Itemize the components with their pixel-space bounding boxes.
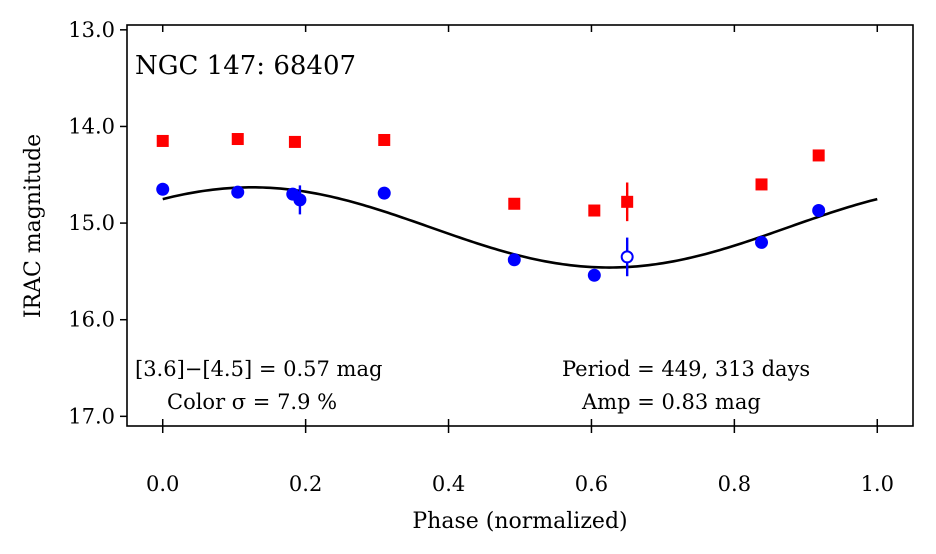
data-point-square [621,195,634,208]
points-layer [156,133,826,282]
x-tick-label: 0.8 [718,472,751,496]
data-point-square [156,134,169,147]
data-point-circle [156,182,170,196]
data-point-circle [812,204,826,218]
data-point-circle [507,253,521,267]
data-point-square [508,197,521,210]
data-point-open-circle [620,250,634,264]
data-point-circle [231,185,245,199]
ticks-layer: 0.0 0.2 0.4 0.6 0.8 1.0 13.0 14.0 15.0 16.0 17.0 [68,18,894,496]
x-tick-label: 0.2 [289,472,322,496]
data-point-square [812,149,825,162]
data-point-square [378,133,391,146]
y-tick-label: 14.0 [68,114,115,138]
data-point-square [755,178,768,191]
data-point-circle [587,268,601,282]
chart-title: NGC 147: 68407 [135,51,356,81]
data-point-square [588,204,601,217]
y-tick-label: 17.0 [68,404,115,428]
plot-frame [126,24,914,427]
y-tick-label: 15.0 [68,211,115,235]
x-tick-label: 0.0 [146,472,179,496]
data-point-circle [755,235,769,249]
y-tick-label: 13.0 [68,18,115,42]
x-tick-label: 0.6 [575,472,608,496]
annotation-color: [3.6]−[4.5] = 0.57 mag [135,357,382,381]
y-axis-label: IRAC magnitude [21,134,46,318]
data-point-circle [293,193,307,207]
annotation-color-sigma: Color σ = 7.9 % [167,390,337,414]
data-point-square [231,133,244,146]
annotation-period: Period = 449, 313 days [562,357,810,381]
data-point-circle [377,186,391,200]
x-tick-label: 1.0 [861,472,894,496]
data-point-square [288,135,301,148]
y-tick-label: 16.0 [68,308,115,332]
x-axis-label: Phase (normalized) [412,509,627,534]
x-tick-label: 0.4 [432,472,465,496]
annotation-amp: Amp = 0.83 mag [581,390,761,414]
